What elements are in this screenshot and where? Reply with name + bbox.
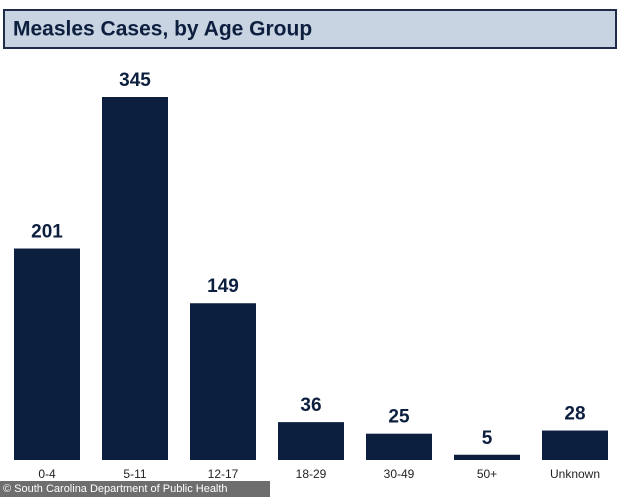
value-label: 25 xyxy=(388,407,410,428)
credit-bg xyxy=(0,481,270,497)
x-tick-label: 0-4 xyxy=(38,467,56,481)
chart-title: Measles Cases, by Age Group xyxy=(13,18,312,41)
credit: © South Carolina Department of Public He… xyxy=(3,483,228,495)
value-label: 28 xyxy=(564,404,585,425)
value-label: 201 xyxy=(31,222,63,243)
bar xyxy=(278,422,344,460)
x-tick-label: 12-17 xyxy=(208,467,239,481)
x-tick-label: Unknown xyxy=(550,467,600,481)
value-label: 345 xyxy=(119,70,151,91)
x-tick-label: 5-11 xyxy=(123,467,146,481)
bar xyxy=(190,303,256,460)
bar xyxy=(14,248,80,460)
title-box xyxy=(3,9,617,49)
value-label: 5 xyxy=(482,428,493,449)
bar xyxy=(366,433,432,460)
bar xyxy=(542,430,608,460)
value-label: 149 xyxy=(207,276,239,297)
x-tick-label: 50+ xyxy=(477,467,497,481)
bar xyxy=(454,454,520,460)
x-tick-label: 18-29 xyxy=(296,467,327,481)
value-label: 36 xyxy=(300,395,321,416)
bar xyxy=(102,97,168,460)
x-tick-label: 30-49 xyxy=(384,467,415,481)
